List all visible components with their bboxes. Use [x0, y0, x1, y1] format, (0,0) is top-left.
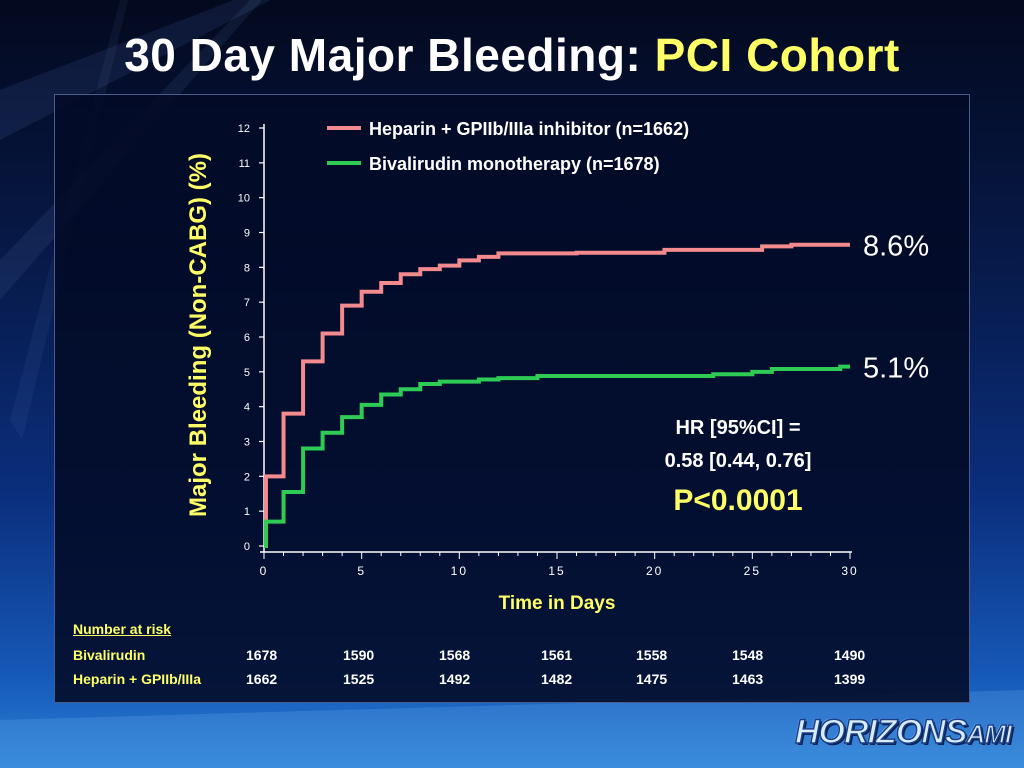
risk-cell: 1590 [343, 647, 375, 663]
y-tick-label: 4 [244, 402, 250, 414]
y-tick-label: 8 [244, 262, 250, 274]
series-end-label: 8.6% [863, 231, 929, 263]
series-line-heparin [263, 242, 850, 548]
y-tick-label: 6 [244, 332, 250, 344]
x-tick-label: 15 [548, 564, 565, 578]
chart-labels: 8.6% 5.1% HR [95%CI] = 0.58 [0.44, 0.76] P<0… [665, 231, 930, 517]
y-tick-label: 0 [244, 541, 250, 553]
hr-annotation-line1: HR [95%CI] = [675, 417, 800, 439]
y-tick-label: 7 [244, 297, 250, 309]
risk-cell: 1561 [541, 647, 573, 663]
y-tick-label: 1 [244, 506, 250, 518]
risk-cell: 1463 [732, 671, 764, 687]
logo-suffix: AMI [966, 718, 1013, 750]
risk-table-header: Number at risk [73, 621, 172, 637]
risk-cell: 1662 [246, 671, 278, 687]
risk-cell: 1492 [439, 671, 471, 687]
x-tick-label: 0 [260, 564, 269, 578]
chart-legend: Heparin + GPIIb/IIIa inhibitor (n=1662) B… [327, 119, 689, 174]
series-end-label: 5.1% [863, 353, 929, 385]
title-accent: PCI Cohort [654, 29, 900, 81]
chart-panel: 0 1 2 3 4 5 6 7 8 9 10 11 12 0 5 10 15 20 25 30 Time in Days… [54, 94, 970, 703]
horizons-ami-logo: HORIZONSAMI [794, 712, 1013, 752]
risk-cell: 1568 [439, 647, 471, 663]
risk-cell: 1482 [541, 671, 573, 687]
risk-cell: 1678 [246, 647, 278, 663]
y-axis-title: Major Bleeding (Non-CABG) (%) [185, 153, 212, 517]
risk-cell: 1558 [636, 647, 668, 663]
chart-series [263, 242, 850, 548]
x-tick-label: 5 [357, 564, 366, 578]
risk-cell: 1525 [343, 671, 375, 687]
y-tick-label: 10 [238, 193, 250, 205]
risk-cell: 1475 [636, 671, 668, 687]
y-tick-label: 3 [244, 437, 250, 449]
series-line-bivalirudin [263, 364, 850, 548]
risk-row-label: Bivalirudin [73, 647, 146, 663]
slide-title: 30 Day Major Bleeding: PCI Cohort [0, 28, 1024, 82]
hr-annotation-line2: 0.58 [0.44, 0.76] [665, 450, 812, 472]
x-tick-label: 25 [744, 564, 761, 578]
legend-label: Bivalirudin monotherapy (n=1678) [369, 154, 660, 174]
y-tick-label: 2 [244, 471, 250, 483]
y-tick-label: 11 [239, 158, 250, 170]
p-value-annotation: P<0.0001 [673, 484, 802, 517]
x-tick-label: 30 [841, 564, 858, 578]
x-tick-label: 20 [646, 564, 663, 578]
x-tick-label: 10 [451, 564, 468, 578]
y-tick-label: 9 [244, 228, 250, 240]
y-tick-label: 5 [244, 367, 250, 379]
x-axis-title: Time in Days [499, 593, 616, 614]
risk-cell: 1490 [834, 647, 866, 663]
legend-label: Heparin + GPIIb/IIIa inhibitor (n=1662) [369, 119, 689, 139]
y-tick-label: 12 [238, 123, 250, 135]
risk-cell: 1548 [732, 647, 764, 663]
title-main: 30 Day Major Bleeding: [124, 29, 642, 81]
logo-main: HORIZONS [794, 712, 968, 752]
risk-cell: 1399 [834, 671, 866, 687]
risk-row-label: Heparin + GPIIb/IIIa [73, 671, 201, 687]
